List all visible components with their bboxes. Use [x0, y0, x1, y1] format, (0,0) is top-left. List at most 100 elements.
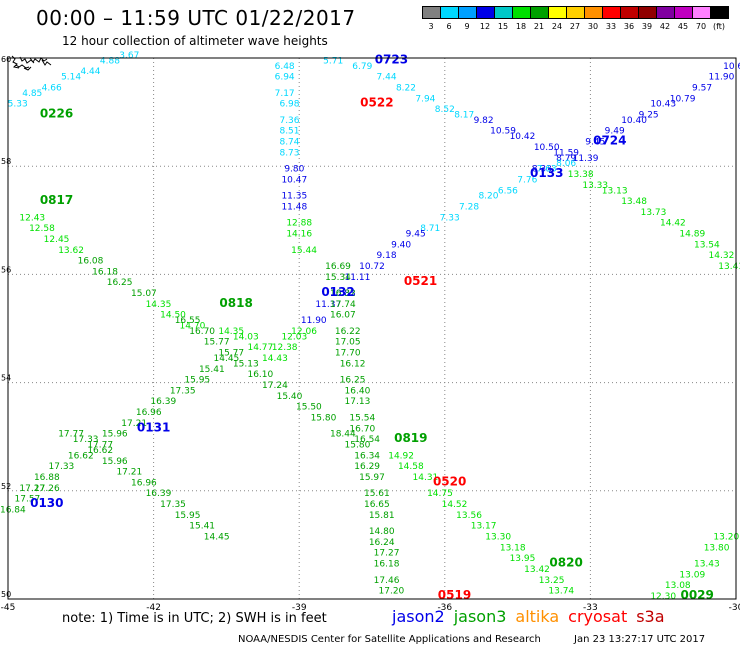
color-legend-label: 30 [587, 22, 599, 31]
chart-note: note: 1) Time is in UTC; 2) SWH is in fe… [62, 611, 327, 626]
wave-height-label: 14.89 [679, 230, 705, 240]
wave-height-label: 11.59 [553, 148, 579, 158]
wave-height-label: 13.38 [568, 170, 594, 180]
color-swatch [494, 6, 513, 19]
pass-time-label: 0029 [680, 588, 713, 602]
wave-height-label: 16.65 [364, 500, 390, 510]
x-tick-labels: -45 -42 -39 -36 -33 -30 [1, 603, 740, 613]
color-legend [422, 6, 729, 19]
chart-title: 00:00 – 11:59 UTC 01/22/2017 [36, 6, 356, 30]
wave-height-label: 8.74 [279, 138, 299, 148]
wave-height-label: 10.43 [650, 100, 676, 110]
wave-height-label: 7.44 [377, 73, 397, 83]
color-legend-label: 45 [677, 22, 689, 31]
wave-height-label: 6.98 [279, 100, 299, 110]
color-legend-label: 12 [479, 22, 491, 31]
wave-height-label: 12.06 [291, 327, 317, 337]
wave-height-label: 8.22 [396, 83, 416, 93]
wave-height-label: 9.49 [605, 127, 625, 137]
wave-height-label: 13.17 [471, 522, 497, 532]
wave-height-label: 14.16 [286, 230, 312, 240]
wave-height-label: 14.58 [398, 462, 424, 472]
wave-height-label: 14.50 [160, 311, 186, 321]
wave-height-label: 4.88 [100, 56, 120, 66]
wave-height-label: 3.67 [119, 51, 139, 61]
wave-height-label: 7.76 [517, 175, 537, 185]
wave-height-label: 13.73 [641, 208, 667, 218]
wave-height-label: 10.40 [621, 116, 647, 126]
wave-height-label: 13.74 [548, 587, 574, 597]
color-legend-label: 18 [515, 22, 527, 31]
footer: NOAA/NESDIS Center for Satellite Applica… [238, 634, 735, 645]
pass-time-label: 0521 [404, 274, 437, 288]
color-swatch [512, 6, 531, 19]
wave-height-label: 5.33 [8, 100, 28, 110]
wave-height-label: 8.73 [279, 148, 299, 158]
color-swatch [710, 6, 729, 19]
y-tick-label: 50 [1, 590, 11, 599]
satellite-legend-entry: cryosat [568, 607, 628, 626]
color-swatch [656, 6, 675, 19]
wave-height-label: 9.82 [474, 116, 494, 126]
wave-height-label: 12.43 [19, 213, 45, 223]
wave-height-label: 10.42 [510, 132, 536, 142]
wave-height-label: 8.51 [279, 127, 299, 137]
pass-time-label: 0519 [438, 588, 471, 602]
wave-height-label: 11.90 [301, 316, 327, 326]
wave-height-label: 16.32 [330, 289, 356, 299]
wave-height-label: 17.13 [345, 397, 371, 407]
wave-height-label: 12.45 [44, 235, 70, 245]
wave-height-label: 13.43 [694, 560, 720, 570]
wave-height-label: 14.80 [369, 527, 395, 537]
color-swatch [476, 6, 495, 19]
color-swatch [674, 6, 693, 19]
pass-time-label: 0130 [30, 496, 63, 510]
wave-height-label: 13.20 [713, 532, 739, 542]
wave-height-label: 14.92 [388, 451, 414, 461]
wave-height-label: 7.33 [440, 213, 460, 223]
pass-time-label: 0520 [433, 474, 466, 488]
wave-height-label: 13.13 [602, 186, 628, 196]
wave-height-label: 16.54 [354, 435, 380, 445]
wave-height-label: 13.30 [485, 532, 511, 542]
pass-time-label: 0819 [394, 431, 427, 445]
color-swatch [422, 6, 441, 19]
wave-height-label: 15.54 [349, 413, 375, 423]
color-swatch [530, 6, 549, 19]
wave-height-label: 17.70 [335, 349, 361, 359]
wave-height-label: 4.44 [80, 67, 100, 77]
plot-frame [7, 57, 737, 600]
wave-height-label: 12.58 [29, 224, 55, 234]
pass-time-label: 0226 [40, 107, 73, 121]
wave-height-label: 14.31 [413, 473, 439, 483]
color-legend-label: 6 [446, 22, 452, 31]
wave-height-label: 13.18 [500, 543, 526, 553]
color-legend-label: 36 [623, 22, 635, 31]
wave-height-label: 15.81 [369, 511, 395, 521]
wave-height-label: 16.12 [340, 359, 366, 369]
wave-height-label: 10.59 [490, 127, 516, 137]
wave-height-label: 13.95 [510, 554, 536, 564]
wave-height-label: 15.96 [102, 457, 128, 467]
wave-height-label: 15.95 [184, 376, 210, 386]
wave-height-label: 8.17 [454, 111, 474, 121]
wave-height-label: 17.21 [121, 419, 147, 429]
wave-height-label: 9.25 [639, 111, 659, 121]
wave-height-label: 16.25 [340, 376, 366, 386]
satellite-legend-entry: jason3 [453, 607, 507, 626]
wave-height-label: 9.57 [692, 83, 712, 93]
wave-height-label: 17.74 [330, 300, 356, 310]
wave-height-label: 13.08 [665, 581, 691, 591]
wave-height-label: 14.70 [180, 322, 206, 332]
wave-height-label: 16.62 [68, 451, 94, 461]
pass-time-label: 0131 [137, 420, 170, 434]
pass-time-label: 0817 [40, 193, 73, 207]
wave-height-label: 16.96 [136, 408, 162, 418]
wave-height-label: 17.77 [87, 441, 113, 451]
wave-height-label: 7.28 [459, 202, 479, 212]
color-legend-label: 15 [497, 22, 509, 31]
x-tick-label: -39 [292, 603, 307, 613]
wave-height-label: 17.21 [116, 468, 142, 478]
color-swatch [692, 6, 711, 19]
wave-height-label: 17.35 [170, 386, 196, 396]
